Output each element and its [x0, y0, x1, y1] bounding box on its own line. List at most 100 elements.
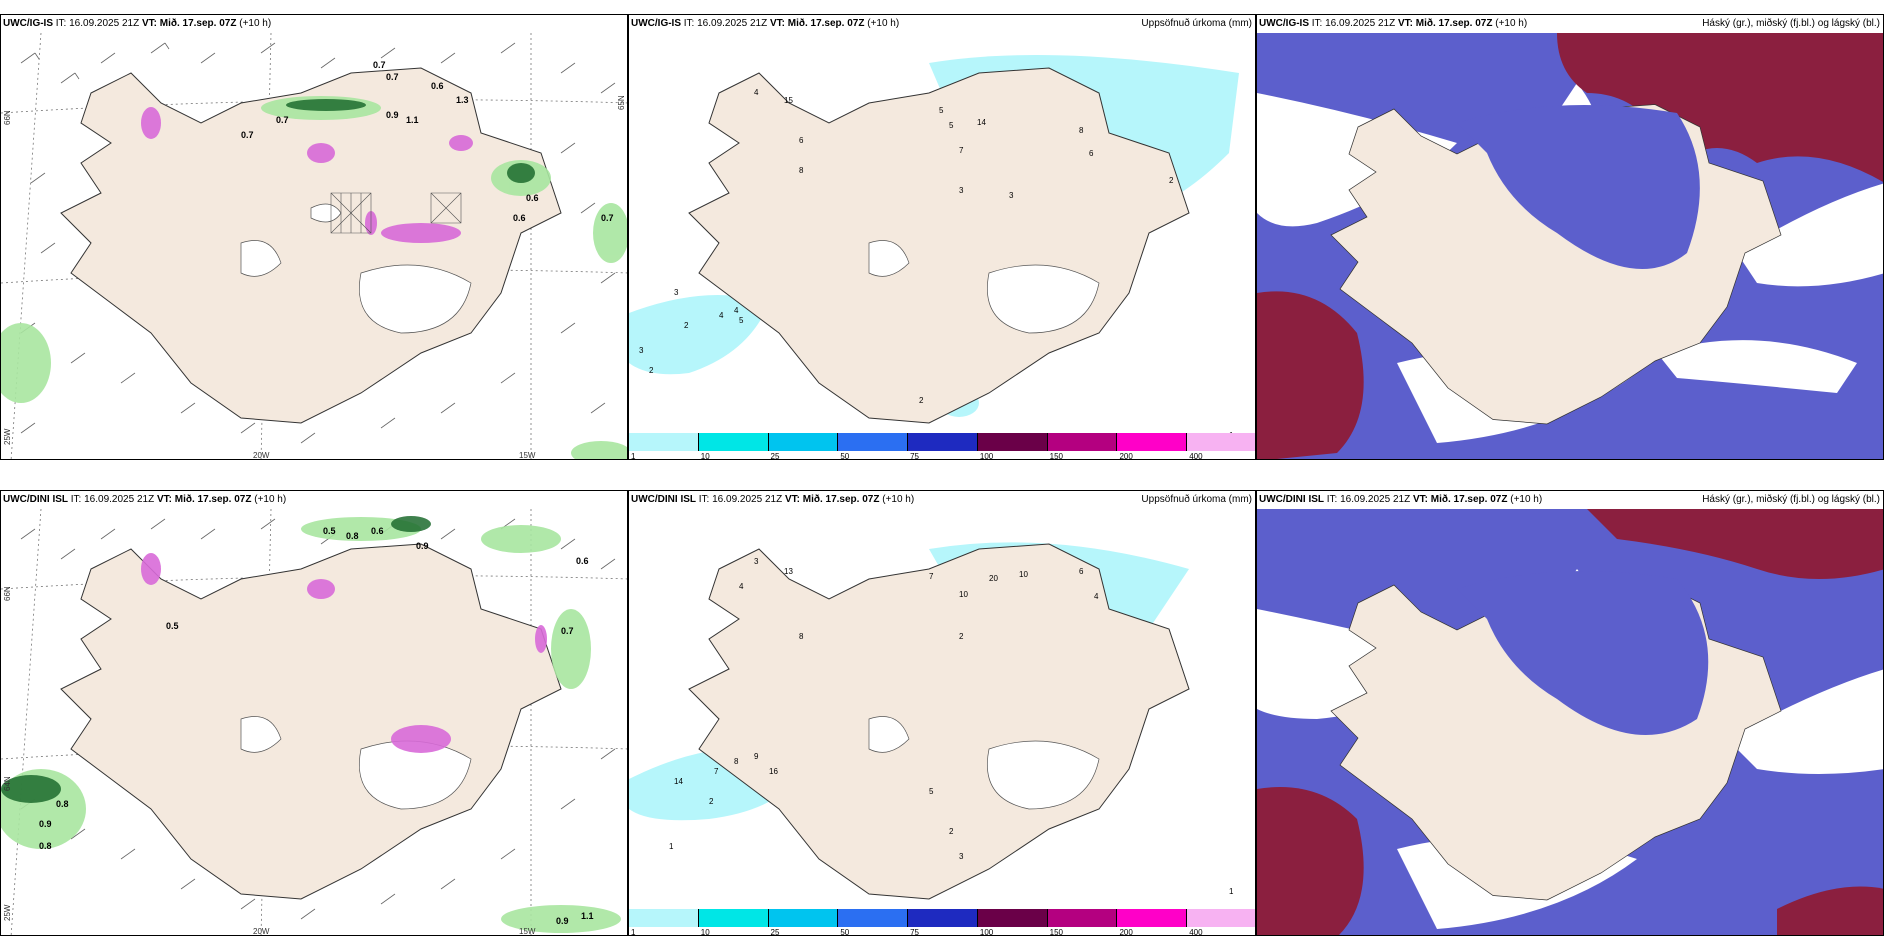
iceland-land [688, 543, 1190, 900]
precip-label: 2 [949, 827, 954, 836]
colorbar-label: 50 [840, 928, 850, 936]
colorbar-segment [768, 909, 839, 927]
wind-shading [1, 517, 621, 933]
wind-label: 0.9 [386, 110, 399, 120]
colorbar-segment [768, 433, 839, 451]
precip-label: 10 [1019, 570, 1028, 579]
precip-label: 2 [1169, 176, 1174, 185]
wind-label: 0.5 [323, 526, 336, 536]
precip-labels: 4 15 6 8 5 5 14 7 3 3 8 6 2 4 3 2 5 4 3 … [639, 88, 1234, 433]
cloud-map-panel-row2: UWC/DINI ISL IT: 16.09.2025 21Z VT: Mið.… [1256, 490, 1884, 936]
precip-labels: 3 13 4 8 7 10 20 10 6 4 2 14 7 8 9 16 2 … [669, 557, 1234, 896]
colorbar-segment [698, 909, 769, 927]
precip-label: 1 [1229, 887, 1234, 896]
colorbar-segment [1187, 909, 1255, 927]
lon-tick: 25W [3, 428, 12, 445]
colorbar-segment [1047, 433, 1118, 451]
lon-tick: 20W [253, 927, 270, 936]
precip-label: 20 [989, 574, 998, 583]
precip-label: 4 [1094, 592, 1099, 601]
glaciers [240, 716, 472, 810]
colorbar-segment [629, 433, 699, 451]
precip-label: 3 [674, 288, 679, 297]
precip-label: 15 [784, 96, 793, 105]
precip-label: 2 [709, 797, 714, 806]
colorbar-label: 400 [1189, 452, 1203, 460]
glaciers [868, 716, 1100, 810]
wind-map: 0.5 0.8 0.6 0.9 0.6 0.7 0.5 0.8 0.9 0.8 … [1, 509, 627, 935]
iceland-land [60, 67, 562, 424]
precip-title: Uppsöfnuð úrkoma (mm) [1141, 494, 1252, 505]
wind-shading-dark [286, 99, 535, 183]
cloud-title: Háský (gr.), miðský (fj.bl.) og lágský (… [1702, 494, 1880, 505]
colorbar-label: 400 [1189, 928, 1203, 936]
colorbar-segment [838, 909, 909, 927]
mid-cloud-over-land [1457, 571, 1709, 735]
colorbar-segment [698, 433, 769, 451]
iceland-land [60, 543, 562, 900]
wind-value-labels: 0.7 0.7 0.6 0.7 1.3 0.9 1.1 0.7 0.6 0.6 … [241, 60, 614, 223]
cloud-title: Háský (gr.), miðský (fj.bl.) og lágský (… [1702, 18, 1880, 29]
wind-shading-dark [1, 516, 431, 803]
cloud-map [1257, 33, 1883, 459]
precip-label: 3 [639, 346, 644, 355]
precip-label: 7 [714, 767, 719, 776]
precip-label: 8 [799, 632, 804, 641]
wind-map-panel-row1: UWC/IG-IS IT: 16.09.2025 21Z VT: Mið. 17… [0, 14, 628, 460]
cloud-map [1257, 509, 1883, 935]
lon-tick: 15W [519, 927, 536, 936]
precip-label: 8 [1079, 126, 1084, 135]
wind-label: 0.7 [373, 60, 386, 70]
colorbar-label: 25 [770, 452, 780, 460]
lon-tick: 20W [253, 451, 270, 460]
iceland-land [688, 67, 1190, 424]
wind-label: 0.9 [556, 916, 569, 926]
colorbar-label: 1 [631, 452, 636, 460]
colorbar-label: 1 [631, 928, 636, 936]
wind-label: 0.8 [39, 841, 52, 851]
precip-label: 3 [754, 557, 759, 566]
high-cloud [1257, 33, 1883, 459]
colorbar-label: 75 [910, 452, 920, 460]
wind-label: 0.6 [526, 193, 539, 203]
wind-label: 0.5 [166, 621, 179, 631]
wind-label: 1.1 [406, 115, 419, 125]
colorbar-segment [908, 433, 978, 451]
colorbar-label: 200 [1119, 928, 1133, 936]
colorbar-segment [908, 909, 978, 927]
colorbar-label: 200 [1119, 452, 1133, 460]
precip-label: 8 [799, 166, 804, 175]
precip-label: 2 [919, 396, 924, 405]
precip-cells [141, 107, 473, 243]
precip-map-panel-row1: UWC/IG-IS IT: 16.09.2025 21Z VT: Mið. 17… [628, 14, 1256, 460]
precip-label: 2 [684, 321, 689, 330]
wind-barbs [20, 42, 616, 444]
wind-label: 0.8 [56, 799, 69, 809]
precip-label: 3 [959, 852, 964, 861]
wind-label: 0.8 [346, 531, 359, 541]
colorbar-label: 100 [979, 452, 994, 460]
colorbar-segment [977, 909, 1048, 927]
precip-label: 2 [959, 632, 964, 641]
precip-label: 1 [669, 842, 674, 851]
precip-label: 3 [959, 186, 964, 195]
lat-tick: 65N [617, 95, 626, 110]
panel-header: UWC/IG-IS IT: 16.09.2025 21Z VT: Mið. 17… [1259, 18, 1528, 29]
precip-label: 5 [939, 106, 944, 115]
wind-label: 0.7 [241, 130, 254, 140]
lat-tick: 66N [3, 586, 12, 601]
wind-label: 1.1 [581, 911, 594, 921]
colorbar-segment [1117, 909, 1188, 927]
precip-label: 9 [754, 752, 759, 761]
cloud-map-panel-row1: UWC/IG-IS IT: 16.09.2025 21Z VT: Mið. 17… [1256, 14, 1884, 460]
wind-label: 0.6 [431, 81, 444, 91]
precip-label: 8 [734, 757, 739, 766]
colorbar-label: 150 [1049, 928, 1064, 936]
precip-label: 4 [734, 306, 739, 315]
glaciers [868, 240, 1100, 334]
wind-label: 0.7 [276, 115, 289, 125]
wind-label: 0.7 [561, 626, 574, 636]
precip-label: 16 [769, 767, 778, 776]
colorbar-label: 100 [979, 928, 994, 936]
colorbar-label: 150 [1049, 452, 1064, 460]
